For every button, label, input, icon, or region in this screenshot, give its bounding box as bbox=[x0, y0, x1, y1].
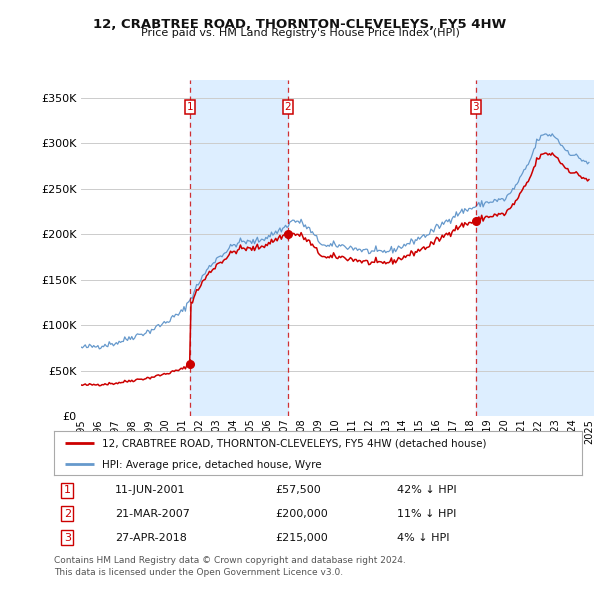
Bar bbox=[190, 80, 288, 416]
Text: 27-APR-2018: 27-APR-2018 bbox=[115, 533, 187, 543]
Bar bbox=[476, 80, 594, 416]
Text: HPI: Average price, detached house, Wyre: HPI: Average price, detached house, Wyre bbox=[101, 460, 321, 470]
Text: 12, CRABTREE ROAD, THORNTON-CLEVELEYS, FY5 4HW: 12, CRABTREE ROAD, THORNTON-CLEVELEYS, F… bbox=[94, 18, 506, 31]
Text: 12, CRABTREE ROAD, THORNTON-CLEVELEYS, FY5 4HW (detached house): 12, CRABTREE ROAD, THORNTON-CLEVELEYS, F… bbox=[101, 439, 486, 449]
Text: £57,500: £57,500 bbox=[276, 485, 322, 495]
Text: 2: 2 bbox=[284, 102, 291, 112]
Text: 4% ↓ HPI: 4% ↓ HPI bbox=[397, 533, 450, 543]
Text: 1: 1 bbox=[187, 102, 193, 112]
Text: This data is licensed under the Open Government Licence v3.0.: This data is licensed under the Open Gov… bbox=[54, 568, 343, 577]
Text: 21-MAR-2007: 21-MAR-2007 bbox=[115, 509, 190, 519]
Text: 11% ↓ HPI: 11% ↓ HPI bbox=[397, 509, 457, 519]
Text: £200,000: £200,000 bbox=[276, 509, 329, 519]
Text: Contains HM Land Registry data © Crown copyright and database right 2024.: Contains HM Land Registry data © Crown c… bbox=[54, 556, 406, 565]
Text: £215,000: £215,000 bbox=[276, 533, 329, 543]
Text: 11-JUN-2001: 11-JUN-2001 bbox=[115, 485, 185, 495]
Text: 3: 3 bbox=[473, 102, 479, 112]
Text: 2: 2 bbox=[64, 509, 71, 519]
Text: 42% ↓ HPI: 42% ↓ HPI bbox=[397, 485, 457, 495]
Text: 1: 1 bbox=[64, 485, 71, 495]
Text: Price paid vs. HM Land Registry's House Price Index (HPI): Price paid vs. HM Land Registry's House … bbox=[140, 28, 460, 38]
Text: 3: 3 bbox=[64, 533, 71, 543]
